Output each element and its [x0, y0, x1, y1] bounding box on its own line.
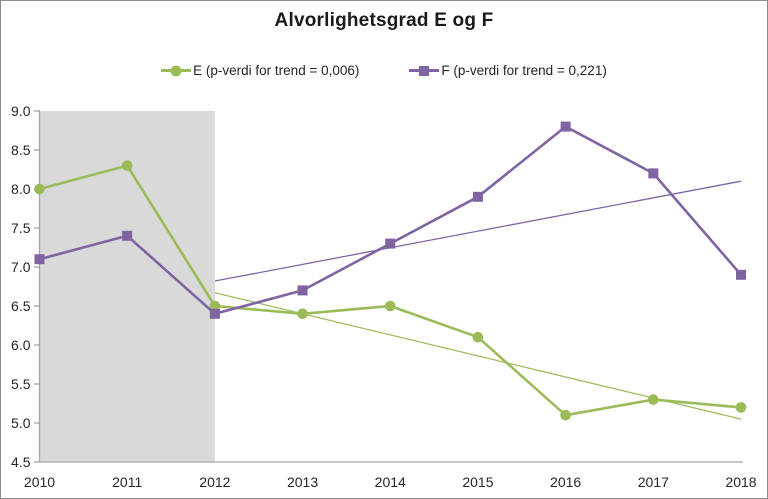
- x-axis-tick-label: 2010: [24, 474, 55, 490]
- series-f-marker: [560, 121, 571, 132]
- series-e-marker: [648, 394, 659, 405]
- y-axis-tick-label: 5.5: [11, 376, 31, 392]
- legend-item-f: F (p-verdi for trend = 0,221): [409, 63, 607, 78]
- series-e-marker: [472, 331, 484, 343]
- legend-item-e: E (p-verdi for trend = 0,006): [161, 63, 359, 78]
- y-axis-tick-label: 9.0: [11, 103, 31, 119]
- y-axis-tick-label: 6.0: [11, 337, 31, 353]
- series-f-marker: [736, 269, 746, 280]
- series-e-marker: [34, 183, 45, 195]
- series-f-marker: [385, 238, 396, 249]
- series-e-marker: [209, 300, 221, 312]
- series-f-marker: [472, 191, 483, 202]
- x-axis-tick-label: 2014: [375, 474, 406, 490]
- y-axis-tick-label: 8.5: [11, 142, 31, 158]
- legend-label: F (p-verdi for trend = 0,221): [441, 63, 607, 78]
- x-axis-tick-label: 2016: [550, 474, 581, 490]
- series-f-marker: [297, 285, 308, 296]
- x-axis-tick-label: 2013: [287, 474, 318, 490]
- legend-square-marker-icon: [409, 64, 440, 77]
- series-e-marker: [384, 300, 396, 312]
- series-e-marker: [735, 402, 747, 413]
- series-f-marker: [648, 168, 659, 179]
- trendline-f: [214, 180, 742, 282]
- y-axis-tick-label: 4.5: [11, 454, 31, 470]
- series-f-marker: [122, 230, 133, 241]
- x-axis-tick-label: 2011: [112, 474, 142, 490]
- series-e-marker: [297, 308, 308, 320]
- y-axis-tick-label: 8.0: [11, 181, 31, 197]
- legend-label: E (p-verdi for trend = 0,006): [193, 63, 360, 78]
- y-axis-tick-label: 7.5: [11, 220, 31, 236]
- x-axis-tick-label: 2012: [199, 474, 230, 490]
- y-axis-tick-label: 7.0: [11, 259, 31, 275]
- chart-legend: E (p-verdi for trend = 0,006) F (p-verdi …: [1, 63, 767, 78]
- x-axis-tick-label: 2015: [462, 474, 493, 490]
- series-e-marker: [121, 160, 133, 171]
- series-f-marker: [209, 308, 220, 319]
- x-axis-tick-label: 2017: [638, 474, 669, 490]
- series-e-marker: [560, 409, 571, 421]
- y-axis-tick-label: 6.5: [11, 298, 31, 314]
- x-axis-tick-label: 2018: [725, 474, 756, 490]
- y-axis-tick-label: 5.0: [11, 415, 31, 431]
- series-f-marker: [34, 254, 45, 265]
- chart-title: Alvorlighetsgrad E og F: [274, 10, 494, 31]
- legend-circle-marker-icon: [161, 64, 192, 77]
